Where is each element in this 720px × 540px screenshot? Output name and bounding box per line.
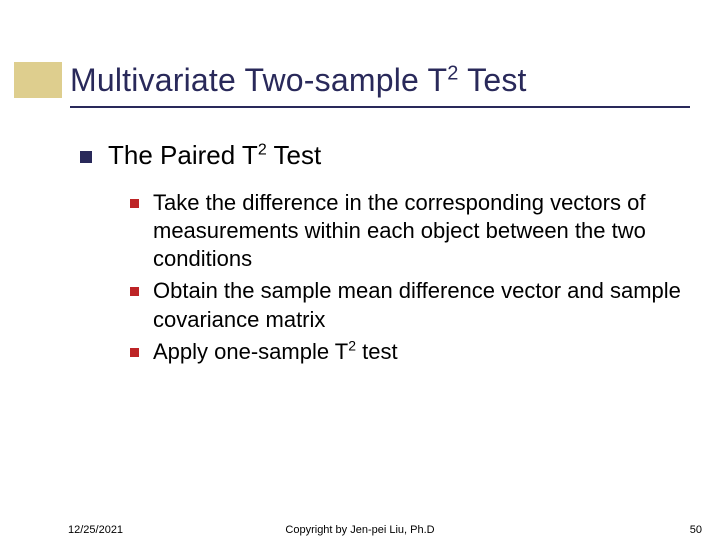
title-underline xyxy=(70,106,690,108)
level2-item: Apply one-sample T2 test xyxy=(130,338,690,366)
title-row: Multivariate Two-sample T2 Test xyxy=(70,62,690,99)
footer-copyright: Copyright by Jen-pei Liu, Ph.D xyxy=(0,524,720,536)
lvl1-sup: 2 xyxy=(258,141,267,158)
level2-list: Take the difference in the corresponding… xyxy=(130,189,690,366)
level2-text: Apply one-sample T2 test xyxy=(153,338,398,366)
body: The Paired T2 Test Take the difference i… xyxy=(80,140,690,370)
square-bullet-icon xyxy=(130,287,139,296)
lvl2-sup: 2 xyxy=(348,337,356,353)
square-bullet-icon xyxy=(130,348,139,357)
lvl2-post: test xyxy=(356,339,398,364)
footer-page-number: 50 xyxy=(690,524,702,536)
slide-title: Multivariate Two-sample T2 Test xyxy=(70,62,527,98)
level1-item: The Paired T2 Test xyxy=(80,140,690,171)
square-bullet-icon xyxy=(130,199,139,208)
lvl1-post: Test xyxy=(267,140,321,170)
level2-item: Obtain the sample mean difference vector… xyxy=(130,277,690,333)
level2-item: Take the difference in the corresponding… xyxy=(130,189,690,273)
accent-block xyxy=(14,62,62,98)
slide: Multivariate Two-sample T2 Test The Pair… xyxy=(0,0,720,540)
lvl1-pre: The Paired T xyxy=(108,140,258,170)
title-sup: 2 xyxy=(447,62,458,84)
lvl2-pre: Apply one-sample T xyxy=(153,339,348,364)
title-pre: Multivariate Two-sample T xyxy=(70,62,447,98)
level2-text: Take the difference in the corresponding… xyxy=(153,189,690,273)
title-post: Test xyxy=(459,62,527,98)
square-bullet-icon xyxy=(80,151,92,163)
level1-text: The Paired T2 Test xyxy=(108,140,321,171)
level2-text: Obtain the sample mean difference vector… xyxy=(153,277,690,333)
